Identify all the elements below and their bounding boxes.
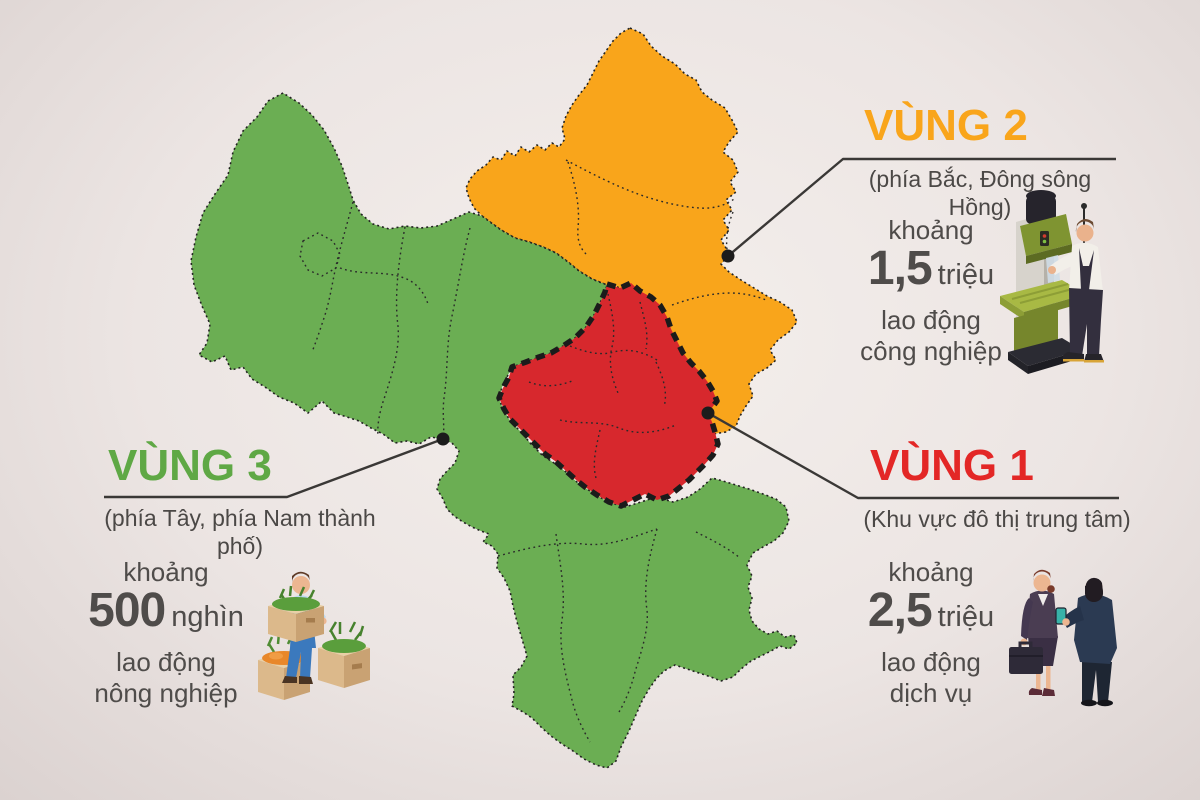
leader-line-vung2: [727, 157, 1116, 257]
vung3-district-borders: [299, 201, 741, 743]
business-people-icon: [1009, 569, 1117, 707]
region-vung3-shape: [190, 92, 798, 769]
anchor-dot-vung1: [701, 406, 715, 420]
vung1-subtitle: (Khu vực đô thị trung tâm): [863, 506, 1131, 532]
vung1-stat-prefix: khoảng: [888, 557, 974, 587]
vung2-subtitle: (phía Bắc, Đông sông Hồng): [868, 166, 1092, 220]
vung1-stats: khoảng 2,5 triệu lao động dịch vụ: [846, 558, 1016, 709]
farmer-crates-icon: [258, 571, 370, 700]
vung2-stat-unit: triệu: [937, 259, 995, 291]
vung1-stat-unit: triệu: [937, 601, 995, 633]
vung3-stat-prefix: khoảng: [123, 557, 209, 587]
leader-line-vung1: [707, 411, 1119, 500]
anchor-dot-vung3: [436, 432, 450, 446]
vung3-stat-value: 500: [88, 584, 166, 637]
vung2-stat-prefix: khoảng: [888, 215, 974, 245]
vung3-title: VÙNG 3: [108, 441, 272, 490]
vung1-stat-value: 2,5: [867, 584, 933, 637]
region-vung1-shape: [496, 280, 721, 509]
leader-lines: [104, 157, 1119, 500]
vung1-title: VÙNG 1: [870, 441, 1034, 490]
anchor-dot-vung2: [721, 249, 735, 263]
leader-line-vung3: [104, 437, 444, 499]
vung2-stat-line2: công nghiệp: [860, 336, 1002, 366]
factory-worker-icon: [1000, 190, 1104, 374]
vung2-stats: khoảng 1,5 triệu lao động công nghiệp: [846, 216, 1016, 367]
vung3-stat-line2: nông nghiệp: [94, 678, 238, 708]
vung2-title: VÙNG 2: [864, 101, 1028, 150]
region-vung2-shape: [465, 27, 798, 448]
vung2-district-borders: [565, 159, 767, 306]
vung1-district-borders: [528, 293, 677, 479]
vung2-stat-value: 1,5: [867, 242, 933, 295]
vung3-stat-line1: lao động: [116, 647, 216, 677]
vung2-stat-line1: lao động: [881, 305, 981, 335]
vung3-stat-unit: nghìn: [171, 601, 244, 633]
vung3-stats: khoảng 500 nghìn lao động nông nghiệp: [60, 558, 272, 709]
vung1-stat-line2: dịch vụ: [889, 678, 973, 708]
vung3-subtitle: (phía Tây, phía Nam thành phố): [104, 505, 376, 559]
vung1-stat-line1: lao động: [881, 647, 981, 677]
